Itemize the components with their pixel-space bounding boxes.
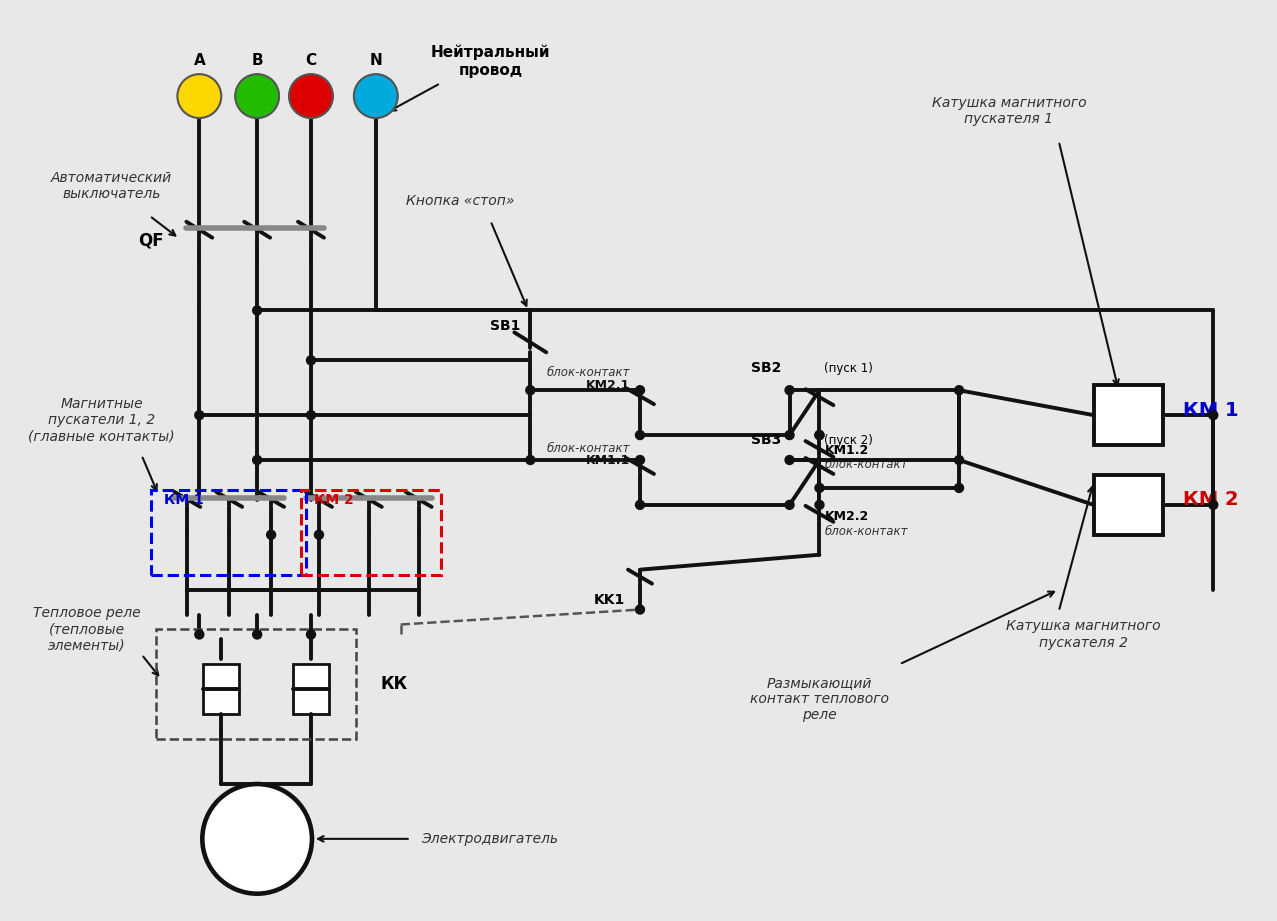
Text: A: A (193, 52, 206, 68)
Circle shape (306, 356, 315, 365)
Text: Автоматический
выключатель: Автоматический выключатель (51, 170, 172, 201)
Text: SB1: SB1 (490, 320, 520, 333)
Circle shape (954, 484, 964, 493)
Text: Нейтральный
провод: Нейтральный провод (430, 45, 550, 77)
Text: B: B (252, 52, 263, 68)
Circle shape (636, 605, 645, 614)
Circle shape (195, 630, 204, 639)
Circle shape (1209, 411, 1218, 420)
Circle shape (526, 456, 535, 464)
Circle shape (785, 456, 794, 464)
Circle shape (785, 431, 794, 439)
Bar (1093, 475, 1163, 535)
Text: SB3: SB3 (751, 433, 782, 447)
Circle shape (289, 75, 333, 118)
Circle shape (253, 306, 262, 315)
Circle shape (526, 386, 535, 395)
Circle shape (314, 530, 323, 540)
Circle shape (306, 630, 315, 639)
Circle shape (815, 484, 824, 493)
Circle shape (202, 784, 312, 893)
Text: КМ 2: КМ 2 (1184, 490, 1239, 509)
Text: Катушка магнитного
пускателя 1: Катушка магнитного пускателя 1 (931, 96, 1087, 126)
Circle shape (785, 500, 794, 509)
Circle shape (235, 75, 280, 118)
Circle shape (636, 386, 645, 395)
Text: KM2.1: KM2.1 (586, 379, 630, 391)
Text: QF: QF (138, 232, 163, 250)
Bar (203, 664, 239, 714)
Text: блок-контакт: блок-контакт (825, 525, 908, 538)
Text: КМ 1: КМ 1 (165, 493, 204, 507)
Circle shape (636, 431, 645, 439)
Text: Кнопка «стоп»: Кнопка «стоп» (406, 193, 515, 208)
Text: KM1.2: KM1.2 (825, 444, 868, 457)
Text: КМ 1: КМ 1 (1184, 401, 1239, 420)
Circle shape (195, 411, 204, 420)
Circle shape (785, 386, 794, 395)
Text: C: C (305, 52, 317, 68)
Text: Тепловое реле
(тепловые
элементы): Тепловое реле (тепловые элементы) (33, 606, 140, 653)
Circle shape (253, 456, 262, 464)
Text: Магнитные
пускатели 1, 2
(главные контакты): Магнитные пускатели 1, 2 (главные контак… (28, 397, 175, 443)
Bar (292, 664, 329, 714)
Text: М: М (245, 827, 269, 851)
Text: KK1: KK1 (594, 592, 624, 607)
Text: KM2.2: KM2.2 (825, 510, 868, 523)
Text: SB2: SB2 (751, 361, 782, 375)
Circle shape (815, 431, 824, 439)
Circle shape (636, 456, 645, 464)
Text: (пуск 2): (пуск 2) (825, 434, 873, 447)
Circle shape (253, 630, 262, 639)
Text: КМ 2: КМ 2 (314, 493, 354, 507)
Text: Электродвигатель: Электродвигатель (420, 832, 558, 845)
Circle shape (954, 456, 964, 464)
Text: КК: КК (381, 675, 409, 694)
Circle shape (306, 411, 315, 420)
Text: Размыкающий
контакт теплового
реле: Размыкающий контакт теплового реле (750, 676, 889, 722)
Circle shape (1209, 500, 1218, 509)
Circle shape (267, 530, 276, 540)
Text: блок-контакт: блок-контакт (547, 366, 630, 379)
Text: блок-контакт: блок-контакт (825, 459, 908, 472)
Circle shape (815, 431, 824, 439)
Text: N: N (369, 52, 382, 68)
Text: блок-контакт: блок-контакт (547, 441, 630, 455)
Circle shape (178, 75, 221, 118)
Circle shape (354, 75, 397, 118)
Text: (пуск 1): (пуск 1) (825, 362, 873, 375)
Bar (1093, 385, 1163, 445)
Circle shape (815, 500, 824, 509)
Circle shape (954, 386, 964, 395)
Circle shape (636, 500, 645, 509)
Text: KM1.1: KM1.1 (586, 453, 630, 467)
Text: Катушка магнитного
пускателя 2: Катушка магнитного пускателя 2 (1006, 620, 1161, 649)
